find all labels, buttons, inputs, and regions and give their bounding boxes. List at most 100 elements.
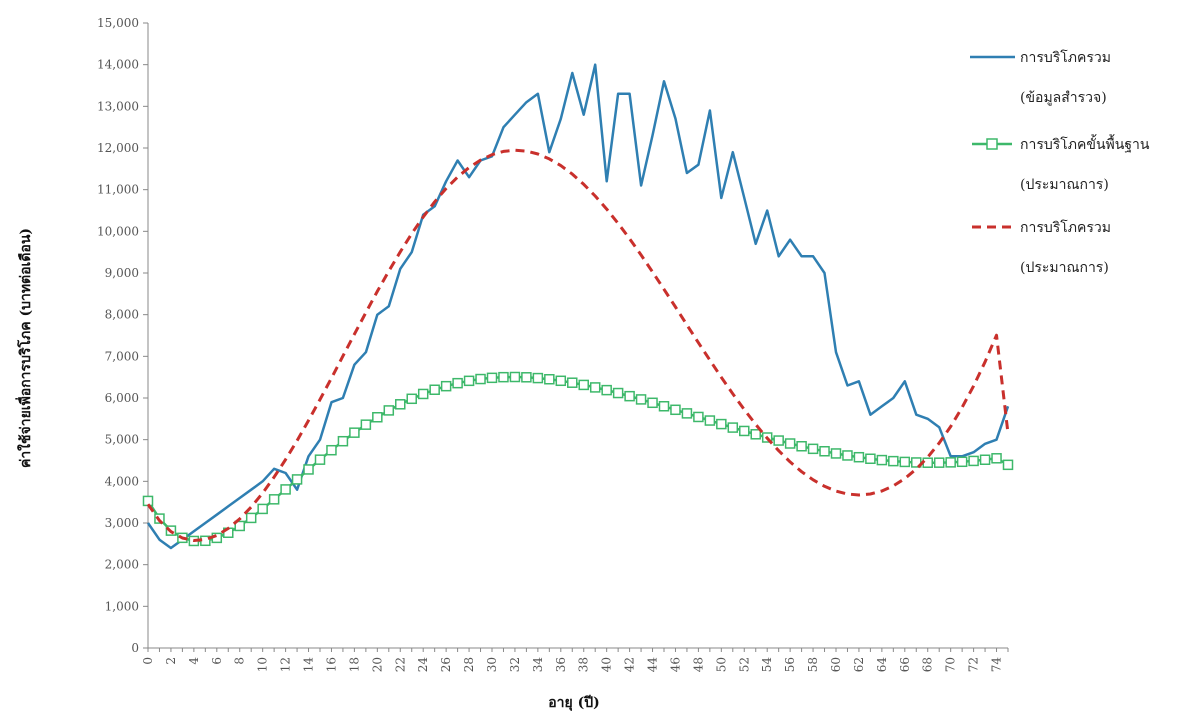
legend: การบริโภครวม (ข้อมูลสำรวจ) การบริโภคขั้น… <box>970 49 1150 276</box>
series-point <box>739 425 750 437</box>
series-point <box>245 512 257 524</box>
series-point <box>876 454 888 466</box>
y-tick-label: 12,000 <box>97 141 139 155</box>
series-point <box>360 419 372 430</box>
y-tick-label: 11,000 <box>97 183 139 197</box>
series-point <box>280 484 291 495</box>
y-tick-label: 13,000 <box>97 99 139 113</box>
series-point <box>395 399 406 410</box>
series-point <box>486 372 498 384</box>
series-line-2 <box>146 148 1010 542</box>
x-tick-label: 30 <box>485 657 499 672</box>
series-point <box>463 375 475 387</box>
y-tick-label: 4,000 <box>105 474 139 488</box>
series-point <box>567 377 578 388</box>
x-tick-label: 44 <box>646 657 660 673</box>
series-point <box>498 371 509 383</box>
series-line-1 <box>146 375 1009 543</box>
x-tick-label: 74 <box>990 657 1004 673</box>
x-tick-label: 4 <box>187 657 201 665</box>
series-point <box>337 435 349 447</box>
x-tick-label: 64 <box>875 657 889 673</box>
y-tick-label: 10,000 <box>97 224 139 238</box>
x-axis-title: อายุ (ปี) <box>548 695 599 711</box>
series-point <box>383 405 395 416</box>
x-tick-label: 10 <box>256 657 270 672</box>
y-tick-label: 2,000 <box>105 558 139 572</box>
series-point <box>807 443 819 455</box>
x-tick-label: 54 <box>760 657 774 673</box>
x-tick-label: 12 <box>279 657 293 672</box>
x-tick-label: 20 <box>370 657 384 672</box>
series-point <box>544 374 555 385</box>
legend-label: การบริโภครวม <box>1020 49 1111 66</box>
x-tick-label: 28 <box>462 657 476 672</box>
series-point <box>647 397 658 409</box>
series-point <box>509 371 521 383</box>
series-point <box>727 422 739 433</box>
y-tick-label: 1,000 <box>105 599 139 613</box>
series-point <box>429 384 440 395</box>
x-tick-label: 48 <box>691 657 705 672</box>
x-tick-label: 34 <box>531 657 545 673</box>
legend-marker <box>986 138 998 150</box>
legend-item-total-survey: การบริโภครวม (ข้อมูลสำรวจ) <box>970 49 1111 106</box>
series-point <box>578 379 589 391</box>
series-point <box>142 495 154 507</box>
x-tick-label: 42 <box>623 657 637 672</box>
x-tick-label: 6 <box>210 657 224 665</box>
y-tick-label: 8,000 <box>105 308 139 322</box>
x-tick-label: 72 <box>967 657 981 672</box>
x-tick-label: 50 <box>714 657 728 672</box>
series-line-0 <box>146 63 1010 550</box>
x-tick-label: 18 <box>347 657 361 672</box>
series-point <box>589 382 601 393</box>
series-point <box>635 394 647 405</box>
x-tick-label: 40 <box>600 657 614 672</box>
series-point <box>234 520 245 532</box>
x-tick-label: 22 <box>393 657 407 672</box>
series-point <box>257 503 268 515</box>
x-tick-label: 70 <box>944 657 958 672</box>
x-tick-label: 46 <box>668 657 682 672</box>
y-tick-label: 9,000 <box>105 266 139 280</box>
series-point <box>440 380 452 392</box>
x-tick-label: 38 <box>577 657 591 672</box>
series-point <box>670 404 681 416</box>
legend-label: การบริโภครวม <box>1020 219 1111 236</box>
x-tick-label: 0 <box>141 657 155 665</box>
x-tick-label: 58 <box>806 657 820 672</box>
series-point <box>452 377 463 389</box>
legend-item-total-estimate: การบริโภครวม (ประมาณการ) <box>972 219 1111 276</box>
y-tick-label: 6,000 <box>105 391 139 405</box>
series-point <box>326 444 337 456</box>
series-point <box>842 450 853 461</box>
series-point <box>979 454 991 465</box>
series-point <box>1002 459 1014 471</box>
series-point <box>555 375 567 387</box>
x-tick-label: 36 <box>554 657 568 672</box>
series-point <box>521 372 532 383</box>
series-point <box>532 372 544 384</box>
y-tick-label: 5,000 <box>105 433 139 447</box>
series-point <box>314 454 326 465</box>
series-point <box>899 456 911 468</box>
y-tick-label: 15,000 <box>97 16 139 30</box>
series-point <box>268 494 280 505</box>
legend-sublabel: (ประมาณการ) <box>1020 177 1109 193</box>
x-tick-label: 32 <box>508 657 522 672</box>
series-point <box>716 418 727 430</box>
series-point <box>612 387 624 399</box>
x-tick-label: 26 <box>439 657 453 672</box>
x-tick-label: 8 <box>233 657 247 665</box>
series-point <box>830 448 842 459</box>
y-axis-title: ค่าใช้จ่ายเพื่อการบริโภค (บาทต่อเดือน) <box>15 228 34 468</box>
series-point <box>773 435 784 446</box>
series-point <box>693 411 704 423</box>
series-point <box>349 427 360 438</box>
series-point <box>853 451 865 463</box>
series-point <box>922 457 933 468</box>
series-point <box>991 453 1002 464</box>
series-point <box>681 408 693 419</box>
